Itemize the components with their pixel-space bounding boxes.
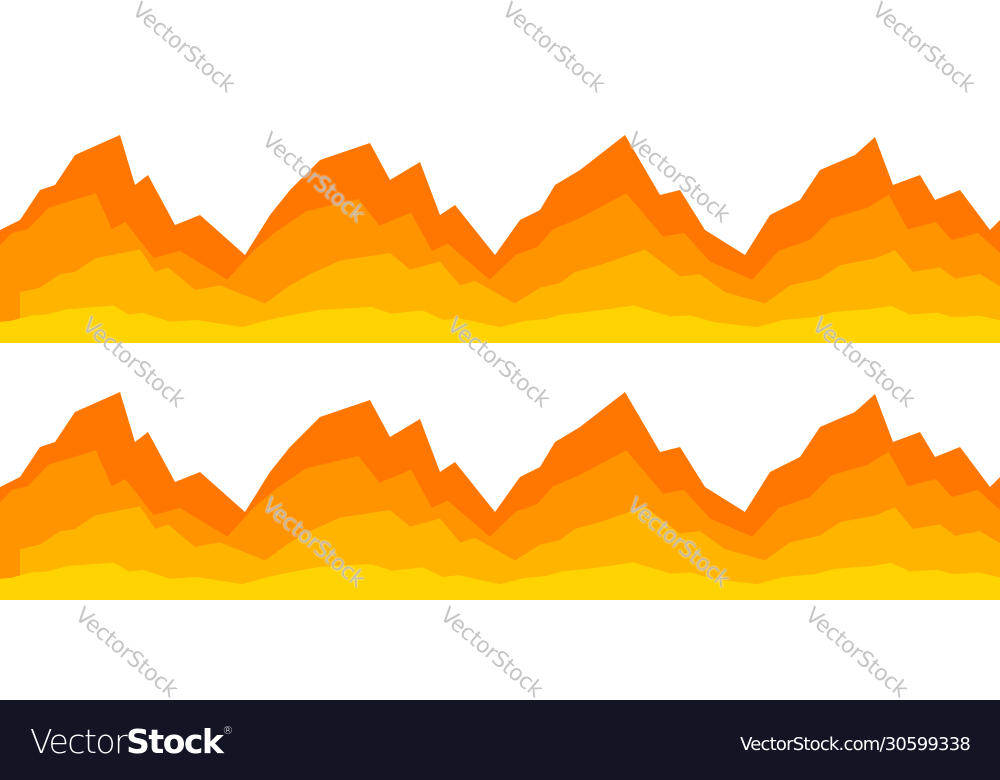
logo-text-bold: Stock bbox=[126, 722, 224, 761]
vectorstock-logo: VectorStock® bbox=[30, 722, 233, 761]
registered-mark: ® bbox=[222, 724, 233, 737]
flame-border-top bbox=[0, 135, 1000, 343]
logo-text-light: Vector bbox=[30, 722, 128, 761]
image-id-text: VectorStock.com/30599338 bbox=[740, 734, 971, 755]
flame-border-bottom bbox=[0, 392, 1000, 600]
footer-bar: VectorStock® VectorStock.com/30599338 bbox=[0, 700, 1000, 780]
